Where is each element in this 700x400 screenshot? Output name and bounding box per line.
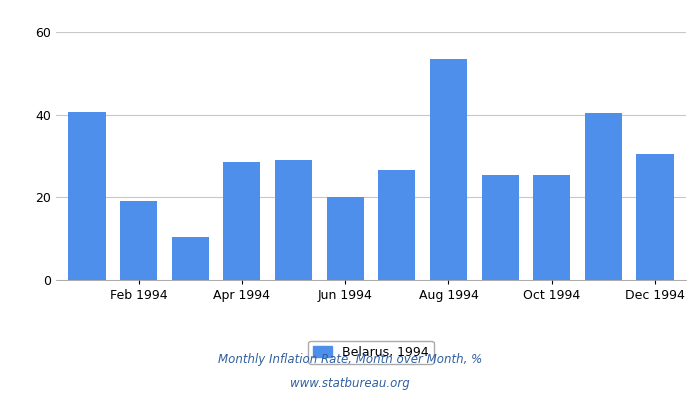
Bar (584, 113, 622, 280)
Legend: Belarus, 1994: Belarus, 1994 (308, 341, 434, 364)
Bar (69, 112, 106, 280)
Text: www.statbureau.org: www.statbureau.org (290, 378, 410, 390)
Bar (120, 202, 158, 280)
Bar (275, 160, 312, 280)
Bar (327, 197, 364, 280)
Bar (430, 59, 467, 280)
Text: Monthly Inflation Rate, Month over Month, %: Monthly Inflation Rate, Month over Month… (218, 354, 482, 366)
Bar (172, 237, 209, 280)
Bar (223, 162, 260, 280)
Bar (533, 174, 570, 280)
Bar (636, 154, 673, 280)
Bar (482, 174, 519, 280)
Bar (378, 170, 415, 280)
